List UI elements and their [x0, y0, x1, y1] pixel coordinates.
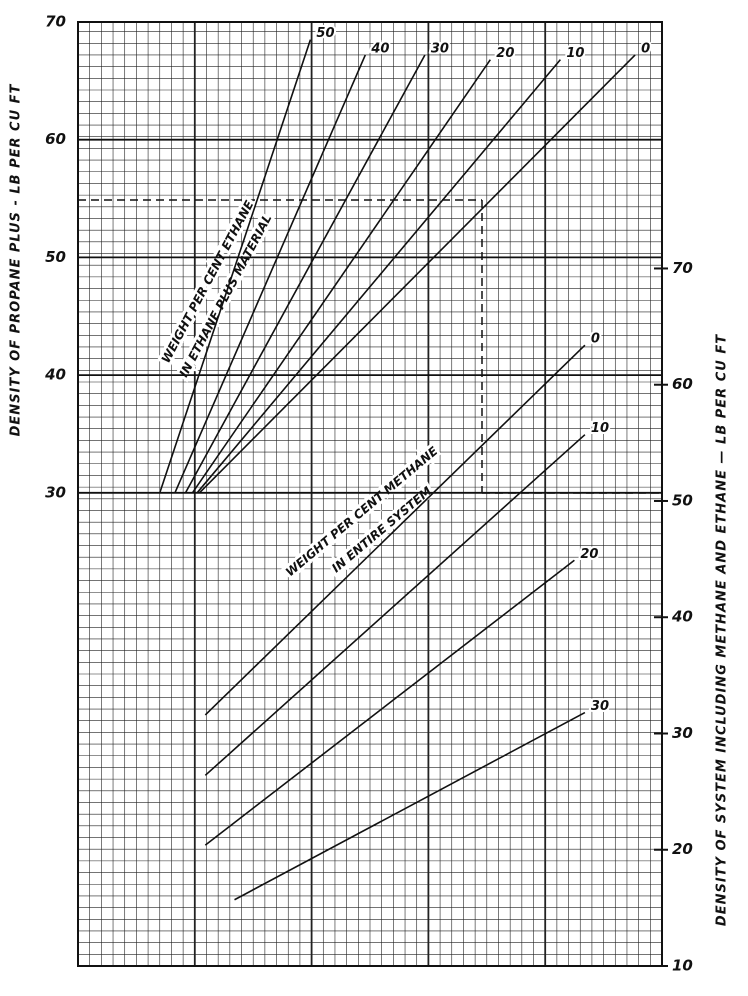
series-line — [159, 39, 312, 494]
series-line — [198, 54, 636, 494]
series-line — [174, 54, 367, 494]
graph-paper — [77, 22, 663, 967]
y-tick-label: 40 — [44, 366, 66, 384]
y-tick-label: 50 — [45, 248, 66, 266]
series-label: 20 — [496, 46, 514, 61]
y2-axis-label: DENSITY OF SYSTEM INCLUDING METHANE AND … — [715, 334, 730, 926]
series-line — [204, 344, 586, 716]
series-line — [196, 59, 561, 494]
y2-tick-label: 30 — [672, 724, 693, 742]
series-label: 0 — [591, 332, 600, 347]
y2-tick-label: 70 — [672, 259, 693, 277]
series-label: 20 — [580, 547, 598, 562]
series-label: 30 — [431, 41, 449, 56]
y2-tick-label: 10 — [672, 957, 693, 975]
series-line — [204, 559, 575, 846]
y-axis-label: DENSITY OF PROPANE PLUS - LB PER CU FT — [9, 83, 24, 436]
y2-tick-label: 50 — [672, 491, 693, 509]
series-label: 10 — [566, 46, 584, 61]
series-line — [184, 54, 426, 494]
series-label: 30 — [591, 699, 609, 714]
y-tick-label: 70 — [45, 13, 66, 31]
series-label: 0 — [641, 41, 650, 56]
series-line — [234, 711, 586, 901]
series-label: 50 — [316, 26, 334, 41]
y2-tick-label: 40 — [671, 608, 693, 626]
y-tick-label: 60 — [45, 130, 66, 148]
series-line — [191, 59, 491, 494]
series-label: 40 — [370, 41, 389, 56]
y2-tick-label: 20 — [672, 840, 693, 858]
y2-tick-label: 60 — [672, 375, 693, 393]
y-tick-label: 30 — [45, 483, 66, 501]
series-label: 10 — [591, 421, 609, 436]
series-line — [204, 434, 586, 776]
